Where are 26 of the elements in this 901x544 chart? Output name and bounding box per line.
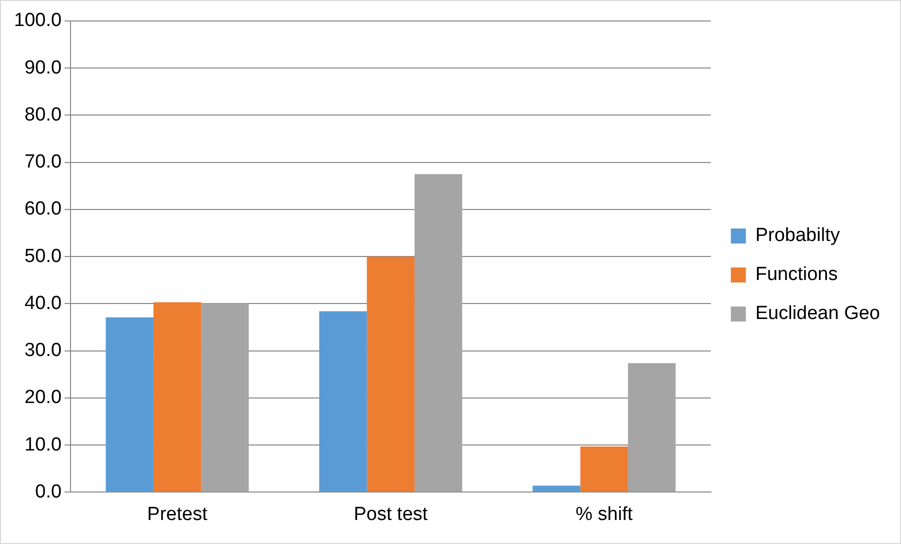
y-tick-label: 10.0 xyxy=(24,434,62,456)
bar xyxy=(532,486,580,492)
y-tick-label: 60.0 xyxy=(24,198,62,220)
x-tick-label: Pretest xyxy=(147,504,208,525)
bar xyxy=(153,302,202,492)
y-tick-label: 100.0 xyxy=(14,10,62,32)
y-tick-label: 80.0 xyxy=(24,104,62,126)
y-tick-label: 90.0 xyxy=(24,57,62,78)
y-tick-label: 0.0 xyxy=(35,481,62,502)
legend-label: Euclidean Geo xyxy=(755,303,880,324)
y-tick-label: 70.0 xyxy=(24,152,62,173)
bar xyxy=(414,174,462,492)
bar xyxy=(580,446,628,492)
bar xyxy=(366,256,415,492)
legend-label: Functions xyxy=(755,264,838,286)
y-tick-label: 40.0 xyxy=(24,292,62,314)
y-tick-label: 20.0 xyxy=(24,387,62,408)
y-tick-label: 50.0 xyxy=(24,246,62,267)
bar xyxy=(106,317,154,492)
bar xyxy=(628,363,676,492)
x-tick-label: % shift xyxy=(576,504,634,525)
bar xyxy=(319,311,367,492)
y-tick-label: 30.0 xyxy=(24,340,62,362)
legend-label: Probabilty xyxy=(755,225,840,246)
bar xyxy=(201,303,249,492)
x-tick-label: Post test xyxy=(354,504,428,525)
